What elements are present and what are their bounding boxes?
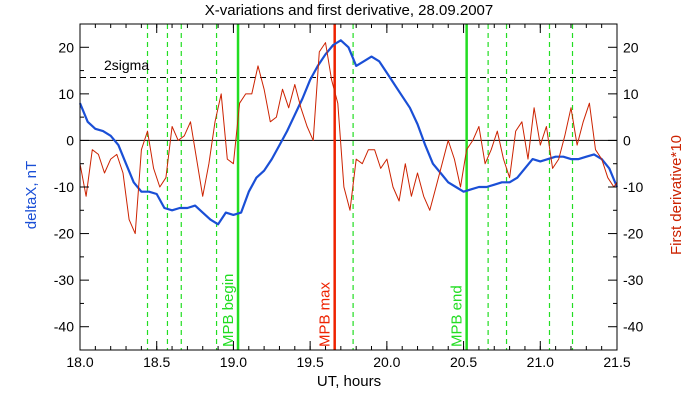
boundary-lines: MPB begin MPB max MPB end [220,24,468,350]
y-tick-label-right-5: -20 [623,226,643,242]
tick-marks [79,24,618,350]
x-axis-title: UT, hours [317,373,381,390]
x-tick-label-4: 19.5 [297,354,324,370]
y-tick-label-left-6: -30 [54,272,74,288]
y-tick-label-left-1: 20 [58,39,74,55]
chart-title: X-variations and first derivative, 28.09… [205,2,494,19]
axes-frame [79,23,618,351]
x-tick-label-8: 21.5 [603,354,630,370]
mpb-label-1: MPB begin [220,274,237,347]
mpb-label-2: MPB max [317,281,334,347]
y-axis-title-left: deltaX, nT [23,161,40,229]
reference-lines [80,77,617,141]
y-tick-label-right-4: -10 [623,179,643,195]
y-tick-label-right-7: -40 [623,319,643,335]
series-line-derivative [79,42,618,235]
x-tick-label-1: 18.0 [66,354,93,370]
y-tick-label-left-4: -10 [54,179,74,195]
mpb-label-3: MPB end [449,285,466,347]
y-tick-label-left-7: -40 [54,319,74,335]
y-tick-label-right-2: 10 [623,86,639,102]
y-axis-title-right: First derivative*10 [668,135,685,255]
x-tick-label-6: 20.5 [450,354,477,370]
threshold-label: 2sigma [104,57,149,73]
plot-frame [79,23,618,351]
series-lines [78,39,619,235]
dashed-markers [146,24,574,350]
y-tick-label-left-2: 10 [58,86,74,102]
x-tick-label-5: 20.0 [373,354,400,370]
x-tick-label-7: 21.0 [527,354,554,370]
y-tick-label-right-6: -30 [623,272,643,288]
y-tick-label-right-3: 0 [623,132,631,148]
x-tick-label-2: 18.5 [143,354,170,370]
y-tick-label-right-1: 20 [623,39,639,55]
y-tick-label-left-5: -20 [54,226,74,242]
tick-labels: 18.0 18.5 19.0 19.5 20.0 20.5 21.0 21.5 20 20 10 10… [54,39,644,370]
y-tick-label-left-3: 0 [66,132,74,148]
x-tick-label-3: 19.0 [220,354,247,370]
series-line-deltax [78,39,619,226]
